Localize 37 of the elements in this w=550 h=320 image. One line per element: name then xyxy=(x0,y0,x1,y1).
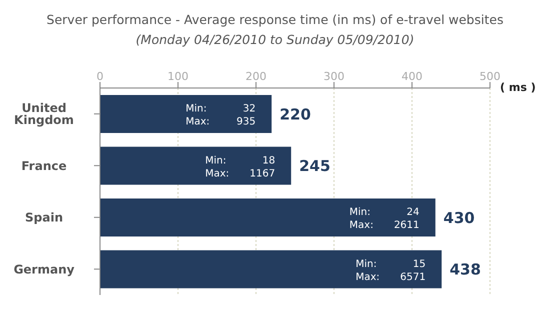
annotation: Min: xyxy=(205,155,226,166)
x-tick-label: 0 xyxy=(96,70,104,83)
annotation: 1167 xyxy=(250,168,276,180)
annotation: 18 xyxy=(262,155,276,166)
x-tick-label: 400 xyxy=(402,70,422,83)
annotation: Max: xyxy=(205,168,230,180)
x-tick-label: 300 xyxy=(324,70,344,83)
annotation: Min: xyxy=(349,207,371,218)
bar xyxy=(100,146,292,185)
annotation: Max: xyxy=(349,220,374,231)
data-label: 430 xyxy=(443,208,475,227)
x-tick-label: 100 xyxy=(168,70,188,83)
annotation: Min: xyxy=(186,104,207,114)
chart-title: Server performance - Average response time (in ms) of e-travel websites xyxy=(46,12,504,27)
annotation: 2611 xyxy=(394,220,420,231)
bar xyxy=(100,198,436,236)
annotation: 32 xyxy=(242,104,256,114)
data-label: 245 xyxy=(299,157,330,176)
annotation: 6571 xyxy=(400,272,426,283)
annotation: 24 xyxy=(406,207,420,218)
annotation: 15 xyxy=(412,258,426,270)
y-tick-label: Germany xyxy=(14,262,75,276)
x-axis-title: ( ms ) xyxy=(500,81,536,94)
data-label: 220 xyxy=(280,105,311,124)
annotation: Min: xyxy=(356,258,377,270)
y-tick-label: United Kingdom xyxy=(14,101,74,128)
x-tick-label: 500 xyxy=(480,70,500,83)
annotation: Max: xyxy=(356,272,380,283)
bar xyxy=(100,95,272,133)
x-tick-label: 200 xyxy=(246,70,266,83)
chart-subtitle: (Monday 04/26/2010 to Sunday 05/09/2010) xyxy=(134,32,416,47)
y-tick-label: Spain xyxy=(25,210,63,225)
annotation: Max: xyxy=(186,116,210,128)
bar xyxy=(100,250,442,288)
data-label: 438 xyxy=(450,260,481,279)
annotation: 935 xyxy=(236,116,256,128)
y-tick-label: France xyxy=(21,158,67,173)
